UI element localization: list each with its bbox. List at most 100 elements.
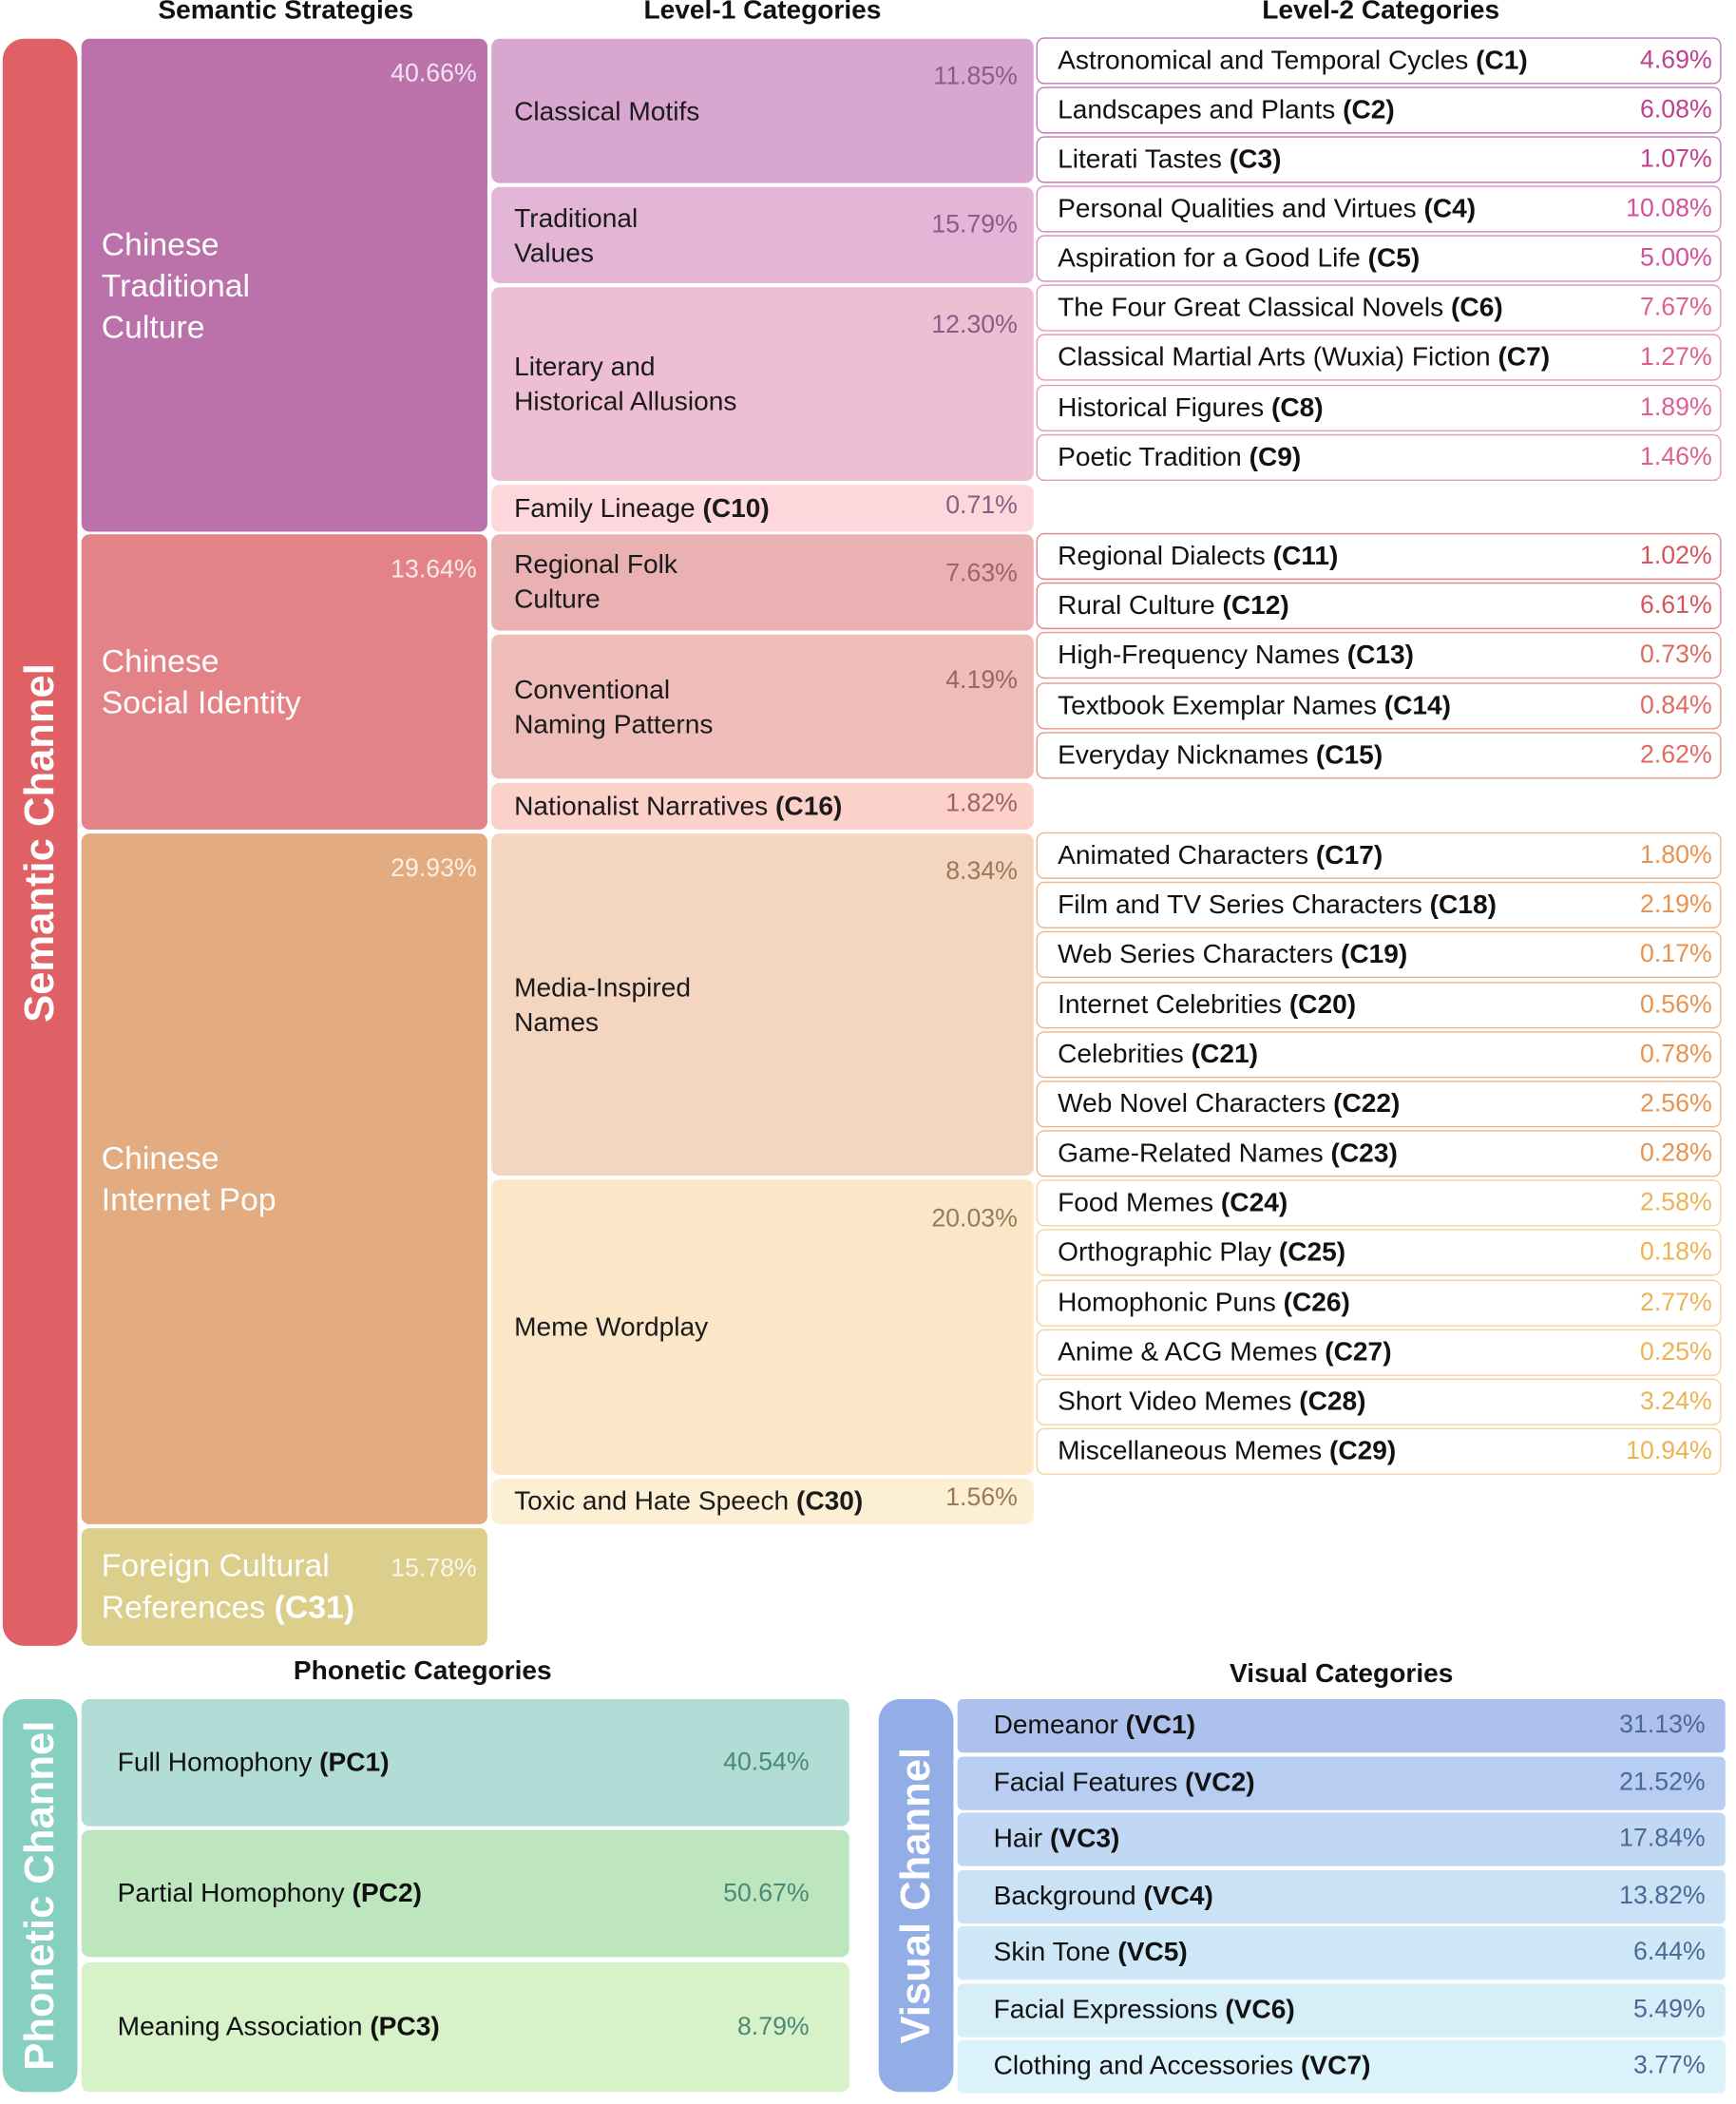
level2-label: Food Memes (C24) xyxy=(1058,1187,1288,1217)
level2-row: Web Novel Characters (C22) 2.56% xyxy=(1036,1081,1722,1128)
phonetic-category-row: Partial Homophony (PC2) 50.67% xyxy=(81,1829,849,1958)
level1-percent: 4.19% xyxy=(945,666,1018,695)
level2-percent: 6.08% xyxy=(1640,95,1712,124)
visual-label: Demeanor (VC1) xyxy=(993,1710,1196,1740)
level2-row: High-Frequency Names (C13) 0.73% xyxy=(1036,631,1722,679)
visual-category-row: Hair (VC3) 17.84% xyxy=(957,1812,1726,1866)
level2-row: Short Video Memes (C28) 3.24% xyxy=(1036,1378,1722,1425)
level2-row: Game-Related Names (C23) 0.28% xyxy=(1036,1130,1722,1177)
phonetic-category-row: Meaning Association (PC3) 8.79% xyxy=(81,1961,849,2093)
level2-row: Rural Culture (C12) 6.61% xyxy=(1036,582,1722,630)
strategy-chinese-traditional-culture: Chinese Traditional Culture 40.66% xyxy=(81,38,487,532)
level2-label: Web Series Characters (C19) xyxy=(1058,939,1408,969)
level2-row: Poetic Tradition (C9) 1.46% xyxy=(1036,433,1722,482)
level2-row: Everyday Nicknames (C15) 2.62% xyxy=(1036,732,1722,779)
visual-category-row: Skin Tone (VC5) 6.44% xyxy=(957,1926,1726,1980)
level2-percent: 2.62% xyxy=(1640,740,1712,769)
level1-label: Meme Wordplay xyxy=(514,1312,709,1343)
level1-family-lineage: Family Lineage (C10) 0.71% xyxy=(491,485,1034,532)
level2-percent: 0.78% xyxy=(1640,1040,1712,1068)
level2-row: Anime & ACG Memes (C27) 0.25% xyxy=(1036,1329,1722,1376)
phonetic-category-row: Full Homophony (PC1) 40.54% xyxy=(81,1699,849,1827)
semantic-channel-bar: Semantic Channel xyxy=(2,38,78,1646)
header-semantic-strategies: Semantic Strategies xyxy=(158,0,414,26)
level2-row: Personal Qualities and Virtues (C4) 10.08… xyxy=(1036,185,1722,233)
level1-nationalist-narratives: Nationalist Narratives (C16) 1.82% xyxy=(491,782,1034,830)
level2-label: Miscellaneous Memes (C29) xyxy=(1058,1436,1397,1466)
level1-percent: 1.82% xyxy=(945,789,1018,818)
level2-row: Food Memes (C24) 2.58% xyxy=(1036,1179,1722,1227)
phonetic-percent: 40.54% xyxy=(723,1748,810,1776)
visual-percent: 31.13% xyxy=(1619,1711,1706,1740)
level2-row: Orthographic Play (C25) 0.18% xyxy=(1036,1229,1722,1276)
level2-label: Orthographic Play (C25) xyxy=(1058,1236,1346,1267)
level2-row: Web Series Characters (C19) 0.17% xyxy=(1036,930,1722,978)
level1-percent: 7.63% xyxy=(945,559,1018,588)
level1-classical-motifs: Classical Motifs 11.85% xyxy=(491,38,1034,183)
level1-label: Media-Inspired Names xyxy=(514,973,692,1039)
level1-literary-historical-allusions: Literary and Historical Allusions 12.30% xyxy=(491,287,1034,482)
strategy-percent: 29.93% xyxy=(391,854,477,884)
level2-label: Short Video Memes (C28) xyxy=(1058,1387,1366,1417)
level2-row: Textbook Exemplar Names (C14) 0.84% xyxy=(1036,682,1722,730)
phonetic-label: Meaning Association (PC3) xyxy=(117,2011,440,2041)
level2-label: Textbook Exemplar Names (C14) xyxy=(1058,690,1452,720)
level2-row: Miscellaneous Memes (C29) 10.94% xyxy=(1036,1427,1722,1475)
level1-percent: 12.30% xyxy=(931,311,1018,340)
level2-percent: 1.02% xyxy=(1640,542,1712,570)
visual-label: Hair (VC3) xyxy=(993,1824,1120,1854)
level2-row: Literati Tastes (C3) 1.07% xyxy=(1036,136,1722,183)
phonetic-channel-label: Phonetic Channel xyxy=(15,1720,64,2071)
level2-percent: 1.89% xyxy=(1640,392,1712,422)
level1-percent: 1.56% xyxy=(945,1483,1018,1513)
level2-label: Rural Culture (C12) xyxy=(1058,590,1289,621)
level2-percent: 1.80% xyxy=(1640,840,1712,870)
level2-label: Film and TV Series Characters (C18) xyxy=(1058,889,1497,920)
level2-row: Regional Dialects (C11) 1.02% xyxy=(1036,532,1722,581)
visual-category-row: Clothing and Accessories (VC7) 3.77% xyxy=(957,2039,1726,2094)
visual-category-row: Background (VC4) 13.82% xyxy=(957,1869,1726,1924)
level2-percent: 1.46% xyxy=(1640,442,1712,471)
level2-percent: 0.73% xyxy=(1640,641,1712,669)
level2-row: Landscapes and Plants (C2) 6.08% xyxy=(1036,86,1722,134)
level1-label: Nationalist Narratives (C16) xyxy=(514,792,843,822)
visual-percent: 17.84% xyxy=(1619,1825,1706,1853)
strategy-label: Foreign Cultural References (C31) xyxy=(101,1548,355,1626)
strategy-label: Chinese Traditional Culture xyxy=(101,226,251,347)
visual-percent: 13.82% xyxy=(1619,1882,1706,1911)
visual-label: Background (VC4) xyxy=(993,1881,1213,1911)
header-level1: Level-1 Categories xyxy=(643,0,882,26)
level2-percent: 3.24% xyxy=(1640,1387,1712,1416)
strategy-label: Chinese Social Identity xyxy=(101,643,301,722)
level2-label: Aspiration for a Good Life (C5) xyxy=(1058,242,1421,273)
level2-row: Aspiration for a Good Life (C5) 5.00% xyxy=(1036,235,1722,282)
level1-meme-wordplay: Meme Wordplay 20.03% xyxy=(491,1179,1034,1475)
level2-label: Historical Figures (C8) xyxy=(1058,392,1324,423)
visual-category-row: Facial Expressions (VC6) 5.49% xyxy=(957,1983,1726,2037)
level1-media-inspired-names: Media-Inspired Names 8.34% xyxy=(491,833,1034,1176)
level2-label: Anime & ACG Memes (C27) xyxy=(1058,1337,1392,1368)
level2-percent: 5.00% xyxy=(1640,243,1712,273)
strategy-percent: 13.64% xyxy=(391,555,477,584)
phonetic-label: Full Homophony (PC1) xyxy=(117,1747,390,1777)
level2-percent: 7.67% xyxy=(1640,293,1712,322)
level2-label: Internet Celebrities (C20) xyxy=(1058,989,1357,1020)
level2-percent: 1.07% xyxy=(1640,144,1712,174)
level2-label: Everyday Nicknames (C15) xyxy=(1058,739,1383,770)
level1-label: Regional Folk Culture xyxy=(514,550,677,615)
level2-percent: 10.08% xyxy=(1626,194,1712,223)
level1-percent: 8.34% xyxy=(945,857,1018,886)
level2-row: The Four Great Classical Novels (C6) 7.67… xyxy=(1036,284,1722,332)
level2-percent: 0.56% xyxy=(1640,990,1712,1019)
level2-percent: 0.84% xyxy=(1640,691,1712,719)
level2-label: Homophonic Puns (C26) xyxy=(1058,1288,1350,1318)
level2-row: Historical Figures (C8) 1.89% xyxy=(1036,384,1722,432)
level1-percent: 0.71% xyxy=(945,491,1018,520)
level2-percent: 2.58% xyxy=(1640,1188,1712,1216)
visual-category-row: Facial Features (VC2) 21.52% xyxy=(957,1756,1726,1810)
level2-row: Celebrities (C21) 0.78% xyxy=(1036,1031,1722,1079)
level1-conventional-naming-patterns: Conventional Naming Patterns 4.19% xyxy=(491,634,1034,779)
visual-label: Clothing and Accessories (VC7) xyxy=(993,2051,1371,2081)
visual-channel-bar: Visual Channel xyxy=(878,1699,954,2093)
level2-label: Classical Martial Arts (Wuxia) Fiction (… xyxy=(1058,341,1551,372)
